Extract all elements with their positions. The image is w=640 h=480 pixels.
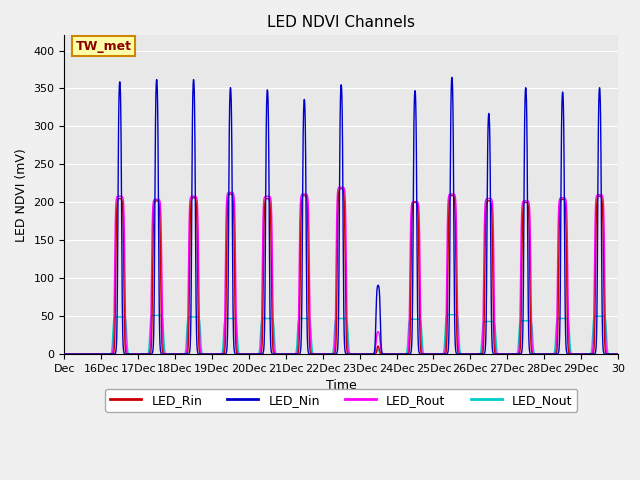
X-axis label: Time: Time bbox=[326, 379, 356, 393]
Title: LED NDVI Channels: LED NDVI Channels bbox=[268, 15, 415, 30]
Y-axis label: LED NDVI (mV): LED NDVI (mV) bbox=[15, 148, 28, 241]
Text: TW_met: TW_met bbox=[76, 40, 131, 53]
Legend: LED_Rin, LED_Nin, LED_Rout, LED_Nout: LED_Rin, LED_Nin, LED_Rout, LED_Nout bbox=[105, 389, 577, 412]
